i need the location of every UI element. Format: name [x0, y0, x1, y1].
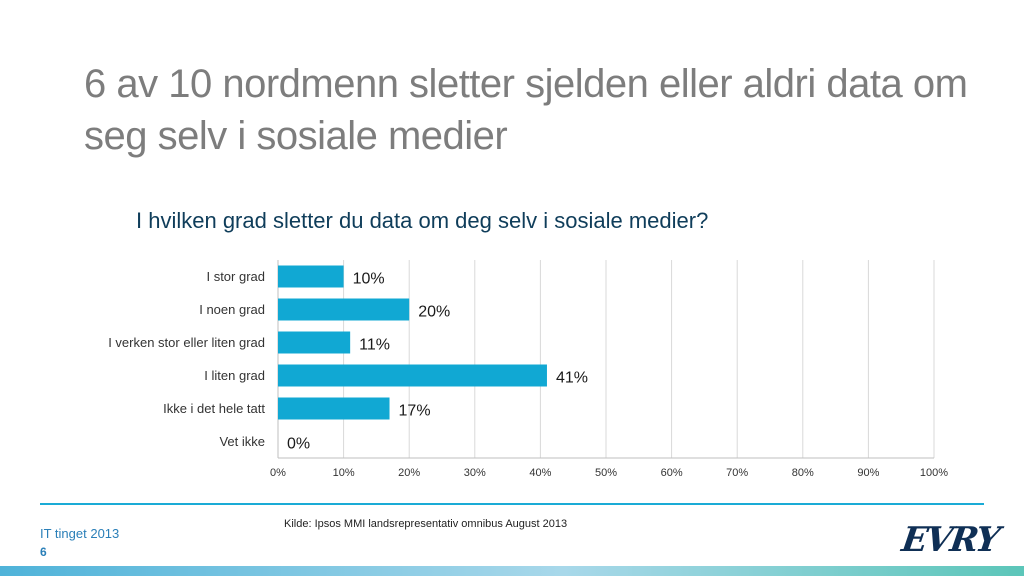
data-label: 10% — [353, 271, 385, 288]
x-tick-label: 10% — [333, 467, 355, 479]
bar-chart: 0% 10% 20% 30% 40% 50% 60% 70% 80% 90% 100% I stor … — [108, 260, 948, 479]
x-tick-label: 100% — [920, 467, 948, 479]
data-label: 11% — [359, 337, 390, 354]
category-label: I stor grad — [206, 269, 265, 284]
category-label: Ikke i det hele tatt — [163, 401, 265, 416]
x-tick-label: 90% — [857, 467, 879, 479]
category-label: I liten grad — [204, 368, 265, 383]
bar — [278, 397, 390, 420]
category-label: Vet ikke — [219, 434, 265, 449]
category-label: I noen grad — [199, 302, 265, 317]
evry-logo: EVRY — [899, 520, 1001, 560]
bar — [278, 298, 410, 321]
source-note: Kilde: Ipsos MMI landsrepresentativ omni… — [284, 518, 568, 530]
x-tick-label: 20% — [398, 467, 420, 479]
bottom-gradient-bar — [0, 566, 1024, 576]
page-number: 6 — [40, 545, 47, 559]
footer-title: IT tinget 2013 — [40, 526, 120, 541]
bar — [278, 364, 547, 387]
x-tick-label: 0% — [270, 467, 286, 479]
footer-divider — [40, 503, 984, 505]
data-label: 41% — [556, 370, 588, 387]
data-label: 0% — [287, 436, 310, 453]
data-label: 20% — [418, 304, 450, 321]
x-tick-label: 50% — [595, 467, 617, 479]
bar — [278, 331, 351, 354]
chart-title: I hvilken grad sletter du data om deg se… — [136, 208, 709, 233]
x-tick-label: 60% — [661, 467, 683, 479]
x-tick-label: 80% — [792, 467, 814, 479]
bar — [278, 265, 344, 288]
data-label: 17% — [399, 403, 431, 420]
x-tick-label: 70% — [726, 467, 748, 479]
x-tick-label: 40% — [529, 467, 551, 479]
slide-title: 6 av 10 nordmenn sletter sjelden eller a… — [84, 62, 968, 158]
category-label: I verken stor eller liten grad — [108, 335, 265, 350]
x-tick-label: 30% — [464, 467, 486, 479]
